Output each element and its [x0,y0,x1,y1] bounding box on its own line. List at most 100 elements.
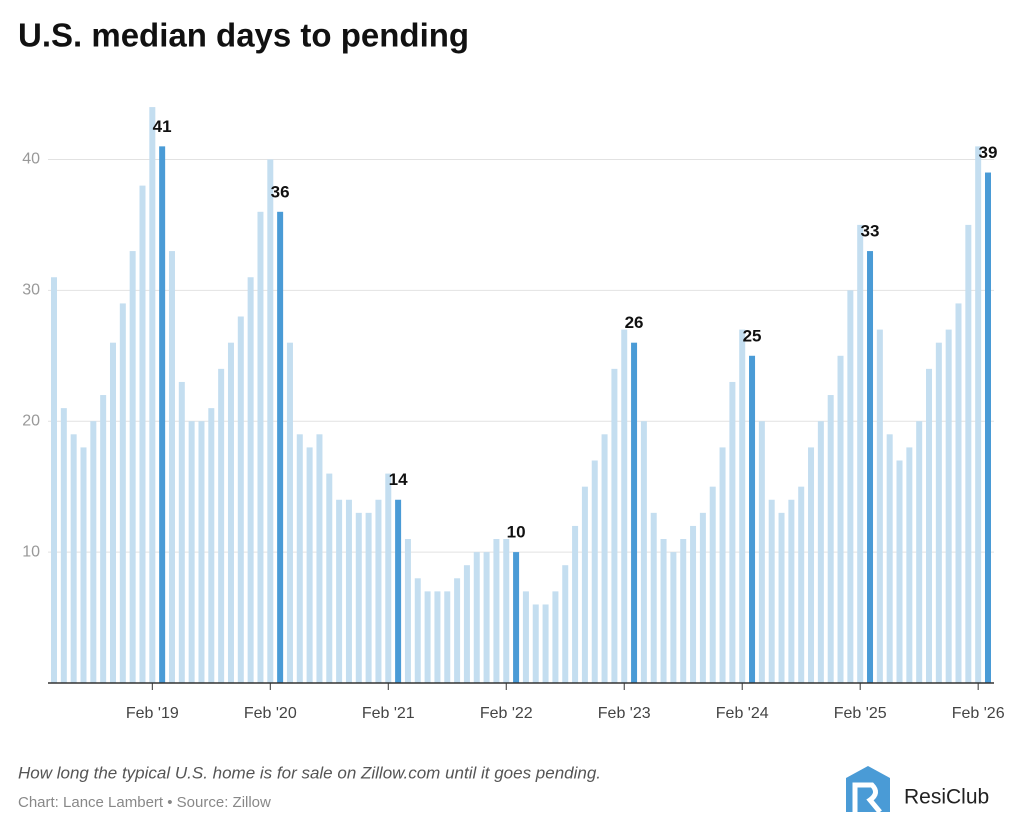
bar [739,329,746,683]
data-label: 25 [743,326,762,345]
bar [257,211,264,684]
bar [336,499,343,683]
bar [493,539,500,683]
x-tick-label: Feb '25 [834,705,887,722]
bar [955,303,962,683]
bar [385,473,392,683]
bar [100,395,107,683]
bar [444,591,451,683]
x-tick-label: Feb '21 [362,705,415,722]
bar [670,552,677,683]
bar [552,591,559,683]
bar [660,539,667,683]
bar [916,421,923,683]
data-label: 41 [153,117,172,136]
bar [227,342,234,683]
bar [817,421,824,683]
bar [267,159,274,683]
bar [473,552,480,683]
bar [345,499,352,683]
bar [699,512,706,683]
x-tick-label: Feb '26 [952,705,1005,722]
brand-logo [846,766,890,814]
bar [414,578,421,683]
bar [857,224,864,683]
bar [60,408,67,683]
bar [513,552,520,683]
bar [198,421,205,683]
bar [296,434,303,683]
bar [906,447,913,683]
bar [90,421,97,683]
y-tick-label: 30 [22,282,40,299]
bar [847,290,854,683]
bar [680,539,687,683]
bar [572,525,579,683]
bar [650,512,657,683]
data-label: 14 [389,470,408,489]
bar [119,303,126,683]
bar [975,146,982,683]
data-label: 26 [625,313,644,332]
logo-glyph [852,782,882,814]
bar [749,355,756,683]
x-tick-label: Feb '23 [598,705,651,722]
bar [395,499,402,683]
bar [355,512,362,683]
bar [876,329,883,683]
bar [837,355,844,683]
bar [208,408,215,683]
bar [404,539,411,683]
bar [286,342,293,683]
bar [522,591,529,683]
bar [139,185,146,683]
bar [80,447,87,683]
bar [581,486,588,683]
bar [306,447,313,683]
bar [601,434,608,683]
brand-name: ResiClub [904,786,989,809]
y-tick-label: 20 [22,412,40,429]
bar [965,224,972,683]
bar [218,368,225,683]
bar [188,421,195,683]
chart-title: U.S. median days to pending [18,17,469,54]
bar [886,434,893,683]
bar [247,277,254,683]
bar [562,565,569,683]
bar [434,591,441,683]
bar [985,172,991,684]
data-label: 10 [507,523,526,542]
bar [365,512,372,683]
bar [424,591,431,683]
data-label: 39 [979,143,998,162]
bar [51,277,57,683]
bar [935,342,942,683]
bar [926,368,933,683]
bar [621,329,628,683]
x-tick-label: Feb '24 [716,705,769,722]
bar [503,539,510,683]
bar [463,565,470,683]
bar [454,578,461,683]
bar [631,342,638,683]
bar [109,342,116,683]
bar [611,368,618,683]
bar [719,447,726,683]
y-tick-label: 40 [22,151,40,168]
bar [896,460,903,683]
bar [483,552,490,683]
bar [778,512,785,683]
caption: How long the typical U.S. home is for sa… [18,763,601,782]
bar [768,499,775,683]
bar [168,251,175,684]
bar [690,525,697,683]
bar [70,434,77,683]
bar [375,499,382,683]
y-tick-label: 10 [22,543,40,560]
bar [277,211,284,684]
x-tick-label: Feb '20 [244,705,297,722]
bar [326,473,333,683]
bar [591,460,598,683]
